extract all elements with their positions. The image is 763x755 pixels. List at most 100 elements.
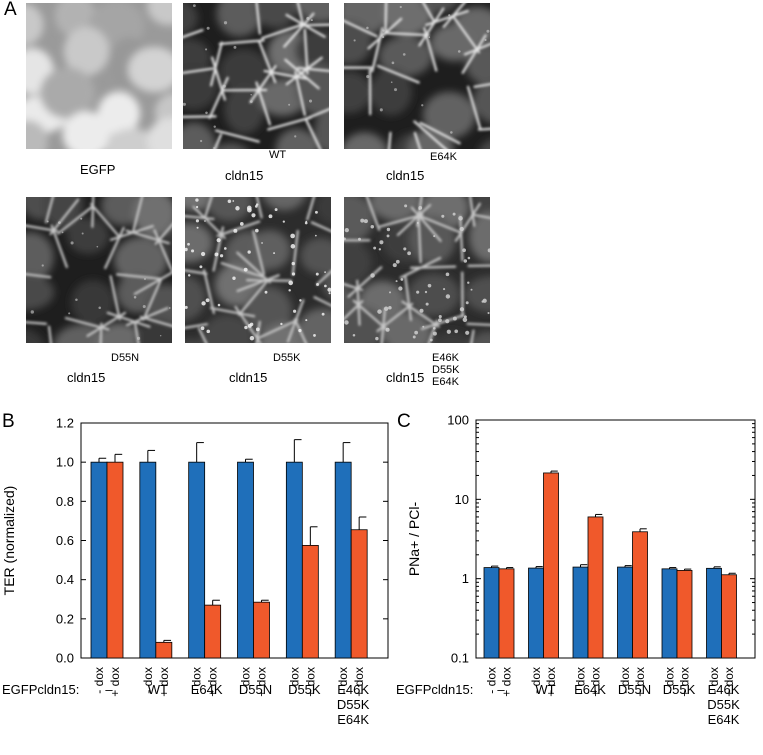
cell-body	[431, 331, 472, 343]
vesicle-dot	[427, 283, 432, 288]
vesicle-dot	[274, 208, 278, 212]
cell-junction	[422, 3, 436, 23]
category-label: D55K	[288, 682, 321, 697]
caption-mutation-3: E64K	[432, 376, 459, 388]
vesicle-dot	[195, 198, 199, 202]
vesicle-dot	[390, 81, 393, 84]
vesicle-dot	[391, 61, 395, 65]
vesicle-dot	[213, 147, 215, 149]
cell-body	[382, 3, 434, 37]
cell-junction	[305, 119, 322, 149]
caption-wt: cldn15 WT	[225, 149, 286, 183]
cell-body	[344, 306, 386, 343]
cell-body	[214, 263, 261, 307]
vesicle-dot	[424, 290, 428, 294]
vesicle-dot	[282, 220, 285, 223]
vesicle-dot	[205, 48, 208, 51]
bar-dox-label: + dox	[352, 667, 366, 697]
row-label: EGFPcldn15:	[2, 682, 79, 697]
bar-dox-label: - dox	[141, 667, 155, 694]
vesicle-dot	[219, 254, 224, 258]
cell-body	[165, 226, 172, 256]
cell-body	[113, 236, 168, 284]
cell-junction	[44, 197, 55, 224]
cell-junction	[303, 28, 309, 75]
vesicle-dot	[187, 274, 191, 277]
caption-mutation-2: D55K	[432, 364, 460, 376]
vesicle-dot	[344, 227, 349, 233]
caption-mutation-1: E46K	[432, 352, 459, 364]
cell-junction	[185, 269, 208, 275]
cell-junction	[257, 40, 277, 84]
cell-junction	[471, 213, 490, 220]
vesicle-dot	[280, 322, 283, 326]
cell-body	[294, 3, 329, 23]
vesicle-dot	[255, 228, 259, 233]
y-tick-label: 10	[455, 492, 469, 507]
vesicle-dot	[70, 241, 74, 245]
cell-body	[132, 197, 172, 238]
cell-body	[183, 3, 198, 36]
vesicle-dot	[142, 304, 146, 309]
row-label: EGFPcldn15:	[396, 682, 473, 697]
cell-junction	[285, 56, 323, 86]
cell-junction	[49, 198, 80, 236]
vesicle-dot	[294, 135, 297, 138]
vesicle-dot	[445, 294, 451, 299]
bar-dox-label: + dox	[157, 667, 171, 697]
vesicle-dot	[308, 99, 313, 103]
cell-body	[420, 3, 458, 13]
cell-body	[26, 3, 44, 46]
category-label: E64K	[191, 682, 223, 697]
vesicle-dot	[395, 259, 400, 264]
cell-body	[26, 232, 54, 282]
cell-body	[344, 197, 374, 244]
vesicle-dot	[462, 317, 468, 323]
cell-body	[70, 279, 115, 326]
vesicle-dot	[159, 334, 162, 337]
category-label: E64K	[574, 682, 606, 697]
cell-body	[185, 222, 213, 263]
micrograph-image	[344, 3, 490, 149]
cell-junction	[291, 229, 299, 276]
vesicle-dot	[199, 265, 203, 269]
cell-junction	[90, 202, 122, 239]
vesicle-dot	[379, 240, 384, 245]
vesicle-dot	[233, 228, 238, 233]
vesicle-dot	[344, 237, 346, 241]
category-label: –	[105, 682, 113, 697]
bar-dox-label: - dox	[239, 667, 253, 694]
vesicle-dot	[254, 204, 258, 208]
vesicle-dot	[133, 295, 137, 299]
vesicle-dot	[386, 234, 390, 238]
vesicle-dot	[388, 305, 392, 310]
y-tick-label: 0.8	[56, 494, 74, 509]
cell-junction	[344, 300, 364, 321]
vesicle-dot	[136, 336, 141, 340]
vesicle-dot	[432, 326, 436, 330]
cell-junction	[212, 226, 225, 272]
vesicle-dot	[273, 252, 276, 255]
y-tick-label: 0.1	[451, 651, 469, 666]
cell-body	[147, 3, 172, 26]
vesicle-dot	[316, 283, 319, 286]
vesicle-dot	[404, 204, 408, 208]
cell-junction	[203, 197, 213, 219]
vesicle-dot	[204, 220, 206, 222]
vesicle-dot	[200, 326, 205, 331]
cell-body	[473, 78, 490, 123]
panel-letter-a: A	[4, 0, 17, 20]
cell-junction	[246, 279, 293, 282]
bar-dox-label: - dox	[663, 667, 677, 694]
caption-base: cldn15	[386, 370, 425, 385]
cell-junction	[383, 31, 430, 37]
cell-junction	[50, 224, 68, 269]
cell-junction	[183, 115, 217, 119]
vesicle-dot	[459, 226, 464, 232]
vesicle-dot	[205, 111, 208, 115]
cell-body	[430, 23, 480, 62]
cell-junction	[26, 224, 59, 233]
vesicle-dot	[201, 301, 206, 306]
cell-body	[94, 322, 145, 343]
vesicle-dot	[195, 219, 199, 223]
